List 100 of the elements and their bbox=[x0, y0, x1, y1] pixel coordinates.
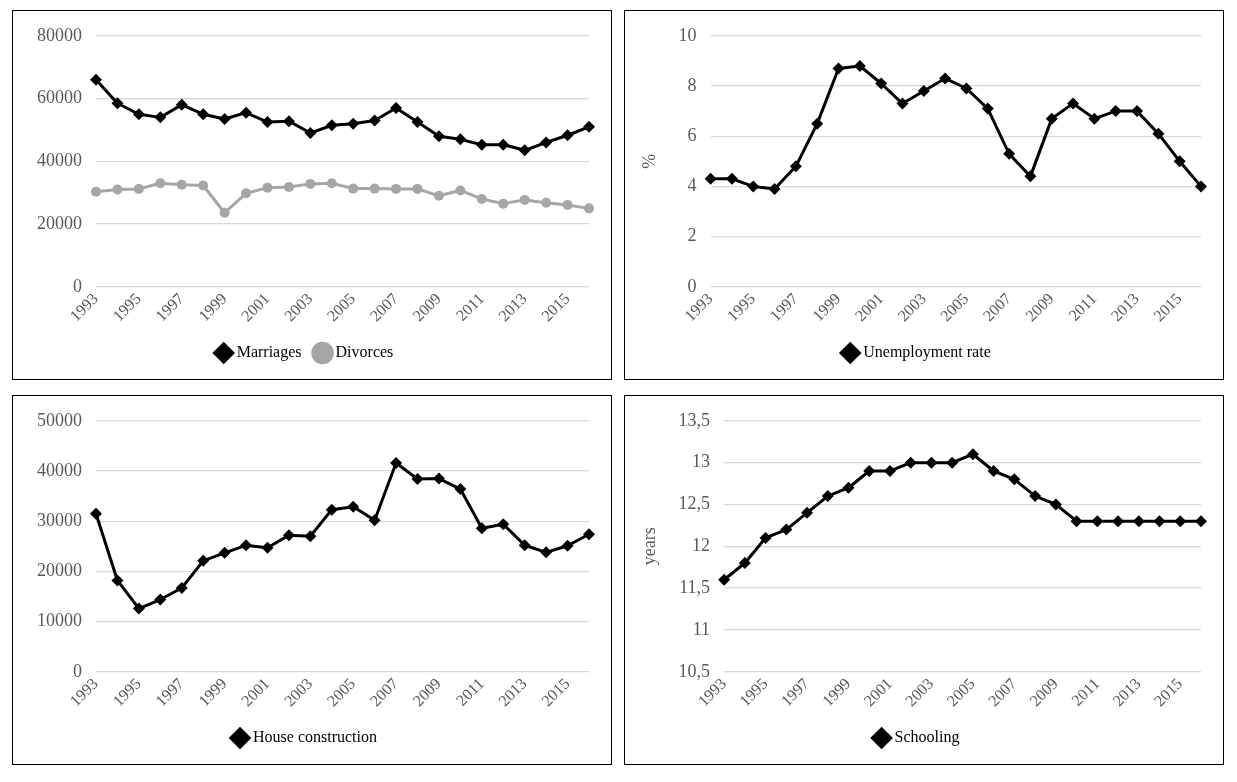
y-tick-label: 20000 bbox=[37, 212, 82, 233]
point bbox=[939, 72, 952, 85]
y-tick-label: 40000 bbox=[37, 459, 82, 480]
point bbox=[283, 182, 294, 193]
point bbox=[1008, 473, 1021, 486]
x-tick-label: 2011 bbox=[1068, 674, 1103, 709]
y-tick-label: 60000 bbox=[37, 87, 82, 108]
point bbox=[198, 180, 209, 191]
point bbox=[738, 557, 751, 570]
point bbox=[917, 85, 930, 98]
point bbox=[519, 194, 530, 205]
point bbox=[1153, 515, 1166, 528]
point bbox=[240, 106, 253, 119]
legend-label: Schooling bbox=[894, 728, 960, 747]
point bbox=[176, 179, 187, 190]
point bbox=[197, 108, 210, 121]
point bbox=[369, 183, 380, 194]
y-tick-label: 13 bbox=[692, 451, 711, 472]
y-tick-label: 11,5 bbox=[679, 576, 711, 597]
point bbox=[1195, 515, 1207, 528]
point bbox=[896, 97, 909, 110]
y-tick-label: 12,5 bbox=[678, 493, 711, 514]
point bbox=[219, 207, 230, 218]
point bbox=[1045, 112, 1058, 125]
point bbox=[348, 183, 359, 194]
point bbox=[1131, 105, 1144, 118]
y-axis-title: % bbox=[638, 153, 659, 169]
point bbox=[304, 127, 317, 140]
point bbox=[583, 528, 595, 541]
y-tick-label: 10 bbox=[678, 24, 697, 45]
point bbox=[241, 188, 252, 199]
y-tick-label: 0 bbox=[73, 660, 82, 681]
point bbox=[304, 530, 317, 543]
point bbox=[821, 490, 834, 503]
point bbox=[368, 514, 381, 527]
y-tick-label: 40000 bbox=[37, 150, 82, 171]
legend-label: House construction bbox=[253, 728, 377, 746]
point bbox=[966, 448, 979, 461]
point bbox=[111, 97, 124, 110]
point bbox=[1088, 112, 1101, 125]
point bbox=[261, 541, 274, 554]
y-tick-label: 50000 bbox=[37, 409, 82, 430]
point bbox=[497, 138, 510, 151]
point bbox=[218, 546, 231, 559]
point bbox=[475, 522, 488, 535]
y-tick-label: 20000 bbox=[37, 560, 82, 581]
point bbox=[326, 178, 337, 189]
point bbox=[262, 182, 273, 193]
point bbox=[801, 506, 814, 519]
y-tick-label: 11 bbox=[692, 618, 711, 639]
point bbox=[390, 101, 403, 114]
point bbox=[155, 178, 166, 189]
point bbox=[541, 197, 552, 208]
point bbox=[875, 77, 888, 90]
point bbox=[240, 539, 253, 552]
point bbox=[832, 62, 845, 75]
point bbox=[347, 117, 360, 130]
point bbox=[261, 116, 274, 129]
point bbox=[390, 456, 403, 469]
point bbox=[960, 82, 973, 95]
point bbox=[497, 518, 510, 531]
x-tick-label: 1999 bbox=[818, 674, 854, 710]
point bbox=[454, 483, 467, 496]
point bbox=[347, 500, 360, 513]
point bbox=[584, 203, 594, 214]
point bbox=[112, 184, 123, 195]
y-tick-label: 12 bbox=[692, 535, 711, 556]
point bbox=[540, 136, 553, 149]
point bbox=[583, 120, 595, 133]
point bbox=[498, 198, 509, 209]
point bbox=[518, 144, 531, 157]
point bbox=[175, 98, 188, 111]
legend-label: Unemployment rate bbox=[863, 343, 991, 362]
point bbox=[132, 108, 145, 121]
point bbox=[91, 186, 101, 197]
point bbox=[476, 193, 487, 204]
point bbox=[561, 539, 574, 552]
point bbox=[325, 503, 338, 516]
point bbox=[90, 73, 102, 86]
point bbox=[305, 178, 316, 189]
point bbox=[475, 138, 488, 151]
point bbox=[768, 182, 781, 195]
point bbox=[132, 602, 145, 615]
y-tick-label: 10000 bbox=[37, 610, 82, 631]
y-tick-label: 4 bbox=[687, 175, 697, 196]
legend-label: Marriages bbox=[236, 343, 302, 362]
point bbox=[455, 185, 466, 196]
y-tick-label: 2 bbox=[687, 225, 697, 246]
y-tick-label: 80000 bbox=[37, 24, 82, 45]
y-tick-label: 6 bbox=[687, 124, 697, 145]
point bbox=[368, 114, 381, 127]
point bbox=[789, 160, 802, 173]
point bbox=[1091, 515, 1104, 528]
point bbox=[1003, 147, 1016, 160]
x-tick-label: 2011 bbox=[1065, 289, 1100, 324]
point bbox=[904, 456, 917, 469]
point bbox=[1024, 170, 1037, 183]
point bbox=[747, 180, 760, 193]
point bbox=[433, 190, 444, 201]
point bbox=[518, 539, 531, 552]
